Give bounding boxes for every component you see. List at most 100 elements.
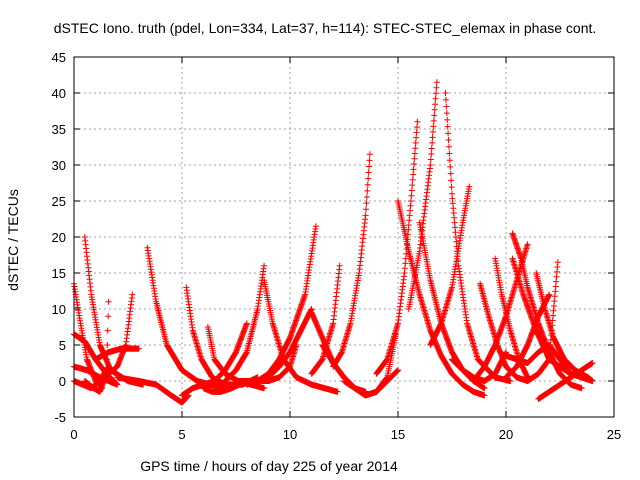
data-point [407,198,414,204]
data-point [445,130,452,137]
data-point [129,291,136,298]
data-point [395,367,401,374]
data-point [366,157,373,164]
y-tick-label: 5 [59,338,66,353]
y-tick-label: -5 [54,410,66,425]
x-tick-label: 15 [391,427,405,442]
data-point [410,171,417,178]
data-point [365,175,372,182]
data-point [408,187,415,194]
data-point [412,139,419,146]
data-point [433,79,440,86]
x-tick-label: 10 [283,427,297,442]
data-point [363,194,370,201]
series-9 [114,374,192,406]
x-tick-label: 5 [178,427,185,442]
data-point [410,161,417,168]
data-point [447,170,454,177]
data-point [411,155,418,162]
data-point [408,192,415,199]
data-points [71,79,596,406]
data-point [429,139,436,146]
data-point [448,184,455,191]
data-point [105,298,112,305]
data-point [429,134,436,141]
data-point [481,392,488,399]
data-point [443,103,450,110]
data-point [414,118,421,125]
data-point [444,123,451,130]
data-point [430,117,437,124]
series-7 [92,345,142,363]
data-point [447,163,454,170]
data-point [363,200,370,207]
y-tick-label: 10 [52,302,66,317]
y-tick-label: 25 [52,194,66,209]
data-point [448,177,455,184]
series-18 [261,277,341,395]
data-point [428,145,435,152]
data-point [413,129,420,136]
data-point [466,183,473,190]
series-30 [449,349,509,384]
data-point [481,385,488,392]
data-point [431,106,438,113]
series-38 [524,259,561,384]
data-point [443,110,450,117]
series-1 [71,331,121,388]
data-point [427,156,434,163]
y-tick-label: 40 [52,86,66,101]
data-point [554,259,561,266]
y-tick-label: 30 [52,158,66,173]
series-24 [395,198,488,399]
series-25 [373,118,421,377]
data-point [409,176,416,183]
data-point [432,101,439,108]
data-point [364,181,371,188]
data-point [363,206,370,213]
data-point [427,162,434,168]
data-point [446,150,453,157]
series-28 [442,90,514,384]
y-tick-label: 20 [52,230,66,245]
data-point [524,241,531,248]
series-8 [144,244,229,392]
data-point [442,96,449,103]
y-tick-label: 15 [52,266,66,281]
data-point [413,134,420,141]
data-point [429,128,436,135]
data-point [336,262,343,269]
data-point [442,90,449,96]
data-point [428,150,435,157]
data-point [414,124,421,131]
data-point [445,137,452,144]
series-15 [222,262,268,384]
chart-title: dSTEC Iono. truth (pdel, Lon=334, Lat=37… [54,20,597,36]
data-point [261,385,268,392]
series-19 [308,309,369,395]
data-point [432,95,439,102]
data-point [312,223,319,230]
data-point [445,143,452,150]
data-point [411,150,418,157]
data-point [104,342,111,348]
data-point [103,356,110,363]
series-29 [427,183,473,348]
series-39 [535,360,596,402]
data-point [366,151,373,158]
data-point [433,90,440,97]
x-axis-ticks: 0 5 10 15 20 25 [70,57,621,442]
data-point [104,327,111,334]
data-point [589,360,596,366]
data-point [589,378,596,384]
data-point [366,163,373,170]
x-tick-label: 25 [607,427,621,442]
data-point [365,169,372,176]
data-point [410,166,417,173]
data-point [507,378,514,384]
gridlines [74,57,614,417]
series-27 [416,219,488,392]
data-point [334,388,341,395]
